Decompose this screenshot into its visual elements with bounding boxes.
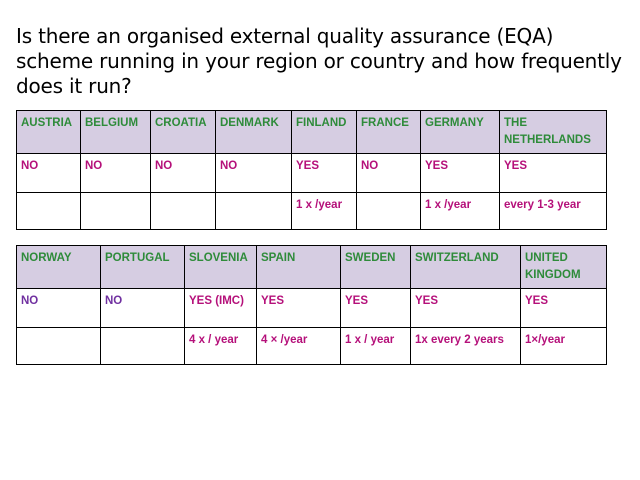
frequency-row: 1 x /year 1 x /year every 1-3 year bbox=[16, 192, 607, 230]
frequency-cell: every 1-3 year bbox=[499, 192, 607, 230]
answer-cell: YES bbox=[499, 153, 607, 193]
country-cell: DENMARK bbox=[215, 110, 292, 154]
frequency-cell: 1×/year bbox=[520, 327, 607, 365]
country-cell: SWEDEN bbox=[340, 245, 411, 289]
frequency-cell: 1 x /year bbox=[420, 192, 500, 230]
frequency-cell bbox=[16, 192, 81, 230]
country-cell: NORWAY bbox=[16, 245, 101, 289]
frequency-cell bbox=[150, 192, 216, 230]
answer-cell: NO bbox=[16, 288, 101, 328]
frequency-cell bbox=[80, 192, 151, 230]
answer-cell: YES (IMC) bbox=[184, 288, 257, 328]
answer-cell: YES bbox=[256, 288, 341, 328]
country-cell: THE NETHERLANDS bbox=[499, 110, 607, 154]
answer-cell: NO bbox=[80, 153, 151, 193]
answer-cell: NO bbox=[215, 153, 292, 193]
frequency-cell: 4 x / year bbox=[184, 327, 257, 365]
country-cell: UNITED KINGDOM bbox=[520, 245, 607, 289]
frequency-cell: 1x every 2 years bbox=[410, 327, 521, 365]
country-header-row: AUSTRIA BELGIUM CROATIA DENMARK FINLAND … bbox=[16, 110, 607, 154]
eqa-table-2: NORWAY PORTUGAL SLOVENIA SPAIN SWEDEN SW… bbox=[16, 245, 607, 365]
answer-cell: YES bbox=[291, 153, 357, 193]
country-header-row: NORWAY PORTUGAL SLOVENIA SPAIN SWEDEN SW… bbox=[16, 245, 607, 289]
country-cell: BELGIUM bbox=[80, 110, 151, 154]
country-cell: FRANCE bbox=[356, 110, 421, 154]
country-cell: SWITZERLAND bbox=[410, 245, 521, 289]
answer-cell: YES bbox=[520, 288, 607, 328]
answer-cell: YES bbox=[410, 288, 521, 328]
answer-cell: YES bbox=[340, 288, 411, 328]
frequency-cell bbox=[356, 192, 421, 230]
answer-cell: NO bbox=[150, 153, 216, 193]
country-cell: PORTUGAL bbox=[100, 245, 185, 289]
frequency-cell bbox=[100, 327, 185, 365]
country-cell: SLOVENIA bbox=[184, 245, 257, 289]
country-cell: SPAIN bbox=[256, 245, 341, 289]
country-cell: FINLAND bbox=[291, 110, 357, 154]
page-title: Is there an organised external quality a… bbox=[16, 24, 622, 98]
country-cell: GERMANY bbox=[420, 110, 500, 154]
frequency-row: 4 x / year 4 × /year 1 x / year 1x every… bbox=[16, 327, 607, 365]
answer-cell: YES bbox=[420, 153, 500, 193]
country-cell: CROATIA bbox=[150, 110, 216, 154]
country-cell: AUSTRIA bbox=[16, 110, 81, 154]
answer-cell: NO bbox=[16, 153, 81, 193]
answer-row: NO NO YES (IMC) YES YES YES YES bbox=[16, 288, 607, 328]
answer-cell: NO bbox=[100, 288, 185, 328]
answer-row: NO NO NO NO YES NO YES YES bbox=[16, 153, 607, 193]
frequency-cell: 1 x /year bbox=[291, 192, 357, 230]
answer-cell: NO bbox=[356, 153, 421, 193]
eqa-table-1: AUSTRIA BELGIUM CROATIA DENMARK FINLAND … bbox=[16, 110, 607, 230]
frequency-cell bbox=[215, 192, 292, 230]
frequency-cell: 4 × /year bbox=[256, 327, 341, 365]
frequency-cell bbox=[16, 327, 101, 365]
frequency-cell: 1 x / year bbox=[340, 327, 411, 365]
